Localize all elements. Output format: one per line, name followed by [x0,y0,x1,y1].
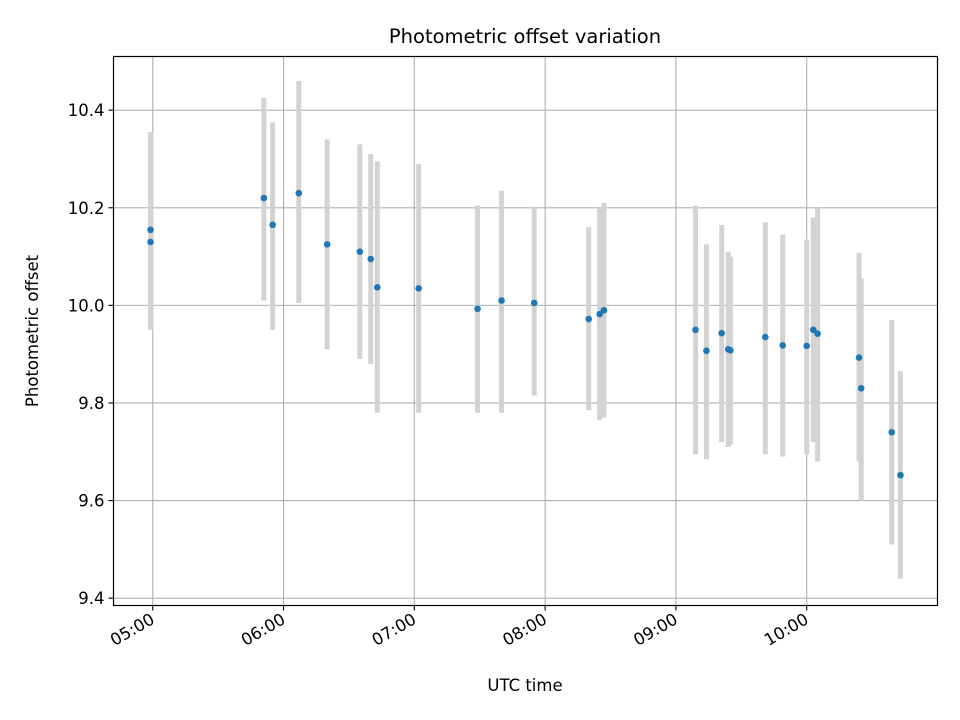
data-point [474,305,481,313]
x-axis-label: UTC time [487,676,562,695]
data-point [703,347,710,355]
data-point [147,238,154,246]
data-point [367,255,375,263]
y-tick-label: 10.2 [68,199,105,218]
data-point [596,310,603,318]
chart-title: Photometric offset variation [389,25,661,48]
y-tick-label: 9.4 [78,589,104,608]
data-point [415,285,422,292]
data-point [530,299,538,307]
data-point [803,342,811,350]
data-point [498,297,505,304]
data-point [857,385,865,392]
data-point [692,326,699,334]
data-point [147,226,154,234]
data-point [600,306,608,314]
data-point [260,194,268,202]
data-point [269,221,276,229]
data-point [323,241,331,248]
data-point [356,248,364,255]
data-point [809,326,817,334]
data-point [585,315,593,323]
y-axis-label: Photometric offset [23,254,42,407]
y-tick-label: 10.0 [68,296,105,315]
data-point [295,189,303,197]
point-layer [147,189,904,479]
grid-layer [113,56,938,606]
data-point [814,330,821,337]
y-tick-label: 10.4 [68,101,105,120]
data-point [888,428,896,436]
data-point [718,329,725,337]
data-point [761,333,769,341]
y-tick-label: 9.8 [78,394,104,413]
data-point [897,471,904,479]
plot-frame [112,55,939,607]
data-point [779,342,787,349]
y-tick-label: 9.6 [78,492,104,511]
data-point [373,284,381,291]
data-point [727,346,734,354]
data-point [855,354,863,361]
